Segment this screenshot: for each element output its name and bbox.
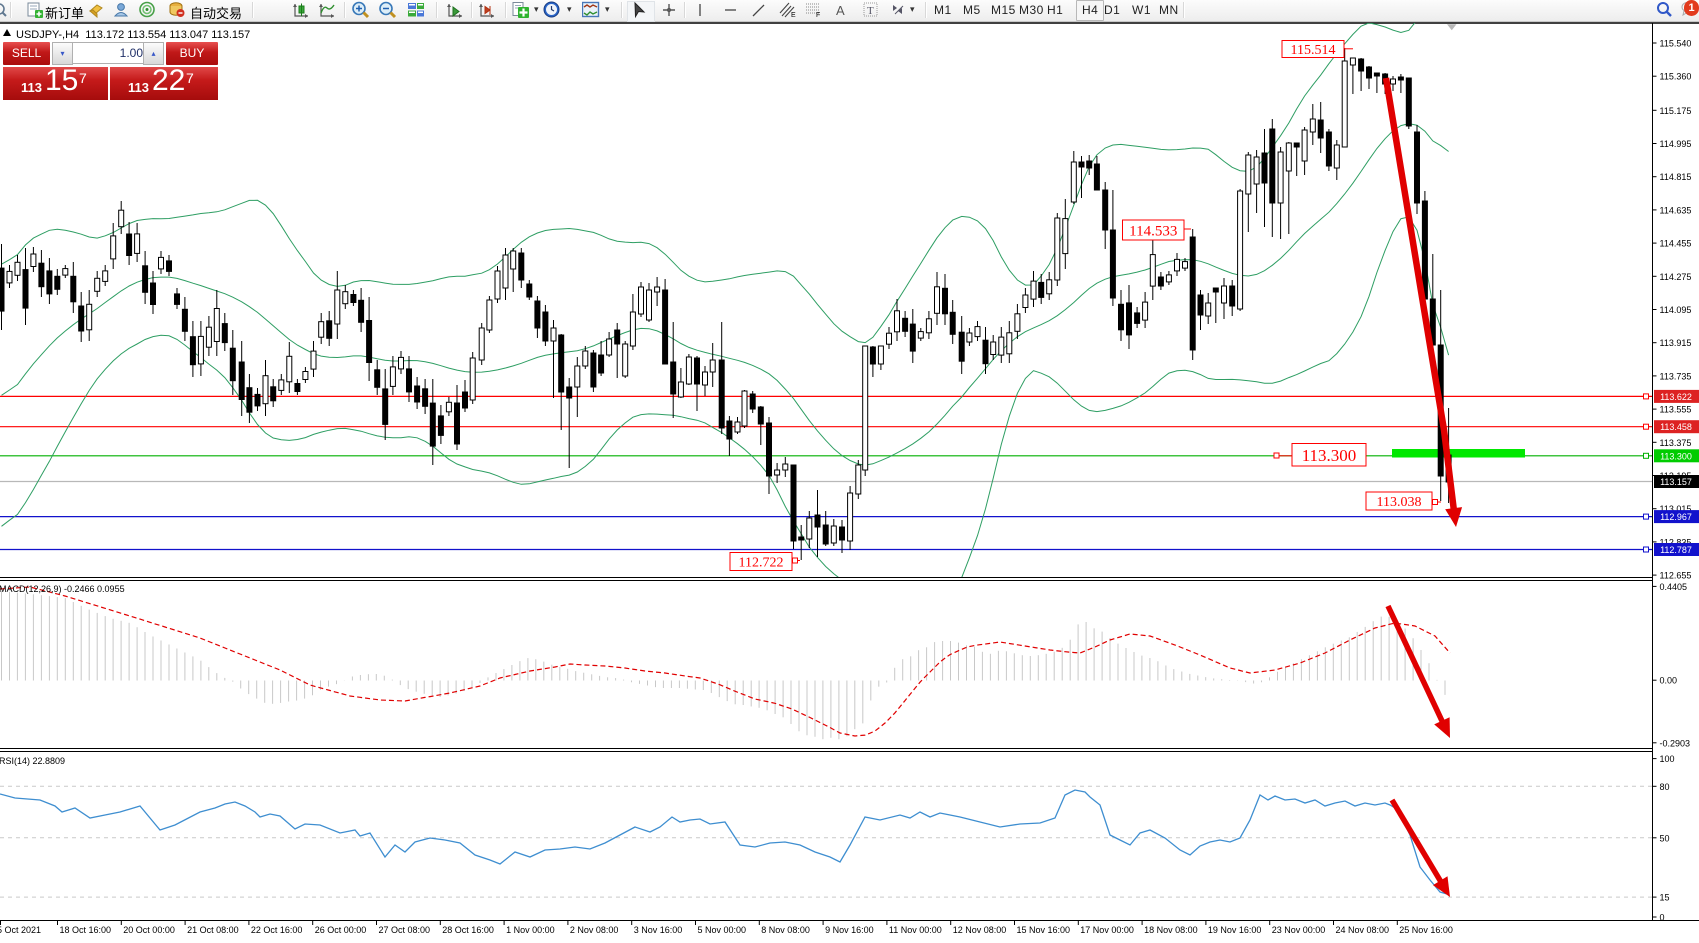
svg-text:1 Nov 00:00: 1 Nov 00:00 [506, 925, 555, 935]
svg-text:9 Nov 16:00: 9 Nov 16:00 [825, 925, 874, 935]
svg-text:3 Nov 16:00: 3 Nov 16:00 [634, 925, 683, 935]
svg-text:MACD(12,26,9) -0.2466 0.0955: MACD(12,26,9) -0.2466 0.0955 [0, 584, 125, 594]
svg-text:114.533: 114.533 [1129, 223, 1177, 239]
svg-text:113.622: 113.622 [1660, 392, 1692, 402]
svg-text:0: 0 [1660, 913, 1665, 923]
svg-text:20 Oct 00:00: 20 Oct 00:00 [123, 925, 175, 935]
svg-text:8 Nov 08:00: 8 Nov 08:00 [761, 925, 810, 935]
svg-text:-0.2903: -0.2903 [1660, 738, 1691, 748]
svg-text:113.038: 113.038 [1377, 495, 1422, 510]
svg-text:25 Nov 16:00: 25 Nov 16:00 [1399, 925, 1453, 935]
svg-text:113.015: 113.015 [1660, 504, 1692, 514]
svg-text:18 Oct 16:00: 18 Oct 16:00 [60, 925, 112, 935]
svg-text:23 Nov 00:00: 23 Nov 00:00 [1272, 925, 1326, 935]
svg-text:F: F [816, 12, 820, 19]
svg-text:80: 80 [1660, 782, 1670, 792]
svg-text:26 Oct 00:00: 26 Oct 00:00 [315, 925, 367, 935]
svg-text:12 Nov 08:00: 12 Nov 08:00 [953, 925, 1007, 935]
svg-text:113.915: 113.915 [1660, 338, 1692, 348]
svg-text:2 Nov 08:00: 2 Nov 08:00 [570, 925, 619, 935]
svg-text:50: 50 [1660, 833, 1670, 843]
svg-text:5 Nov 00:00: 5 Nov 00:00 [698, 925, 747, 935]
svg-text:15 Nov 16:00: 15 Nov 16:00 [1017, 925, 1071, 935]
svg-text:28 Oct 16:00: 28 Oct 16:00 [442, 925, 494, 935]
svg-text:E: E [791, 12, 796, 19]
svg-text:15: 15 [1660, 893, 1670, 903]
svg-text:114.455: 114.455 [1660, 239, 1692, 249]
svg-text:18 Nov 08:00: 18 Nov 08:00 [1144, 925, 1198, 935]
svg-text:17 Nov 00:00: 17 Nov 00:00 [1080, 925, 1134, 935]
svg-text:USDJPY-,H4 113.172 113.554 11: USDJPY-,H4 113.172 113.554 113.047 113.1… [16, 29, 250, 41]
svg-text:113.735: 113.735 [1660, 371, 1692, 381]
svg-text:114.095: 114.095 [1660, 305, 1692, 315]
svg-text:27 Oct 08:00: 27 Oct 08:00 [379, 925, 431, 935]
svg-text:100: 100 [1660, 754, 1675, 764]
svg-text:0.4405: 0.4405 [1660, 582, 1688, 592]
svg-text:115.514: 115.514 [1291, 43, 1336, 58]
svg-text:21 Oct 08:00: 21 Oct 08:00 [187, 925, 239, 935]
svg-text:112.787: 112.787 [1660, 545, 1692, 555]
svg-text:114.995: 114.995 [1660, 139, 1692, 149]
svg-text:113.300: 113.300 [1302, 446, 1357, 465]
svg-text:0.00: 0.00 [1660, 676, 1678, 686]
svg-text:11 Nov 00:00: 11 Nov 00:00 [889, 925, 942, 935]
svg-text:112.967: 112.967 [1660, 512, 1692, 522]
svg-text:RSI(14) 22.8809: RSI(14) 22.8809 [0, 756, 65, 766]
svg-text:T: T [867, 5, 874, 17]
svg-text:112.655: 112.655 [1660, 571, 1692, 581]
svg-text:24 Nov 08:00: 24 Nov 08:00 [1336, 925, 1390, 935]
svg-text:114.815: 114.815 [1660, 172, 1692, 182]
svg-text:22 Oct 16:00: 22 Oct 16:00 [251, 925, 303, 935]
svg-text:5 Oct 2021: 5 Oct 2021 [0, 925, 41, 935]
svg-text:113.157: 113.157 [1660, 477, 1692, 487]
svg-text:113.375: 113.375 [1660, 438, 1692, 448]
svg-text:113.300: 113.300 [1660, 451, 1692, 461]
svg-text:115.175: 115.175 [1660, 106, 1692, 116]
svg-text:114.275: 114.275 [1660, 272, 1692, 282]
svg-text:19 Nov 16:00: 19 Nov 16:00 [1208, 925, 1262, 935]
svg-text:112.722: 112.722 [739, 556, 784, 571]
svg-text:115.360: 115.360 [1660, 72, 1692, 82]
svg-text:115.540: 115.540 [1660, 39, 1692, 49]
svg-text:113.555: 113.555 [1660, 405, 1692, 415]
svg-text:112.835: 112.835 [1660, 537, 1692, 547]
svg-text:114.635: 114.635 [1660, 205, 1692, 215]
svg-text:113.458: 113.458 [1660, 422, 1692, 432]
